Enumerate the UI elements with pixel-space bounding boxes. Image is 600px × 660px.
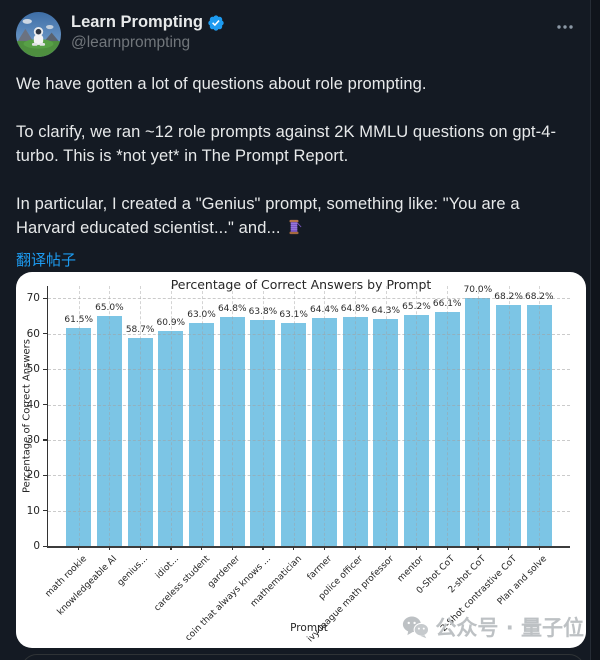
bar-value-label: 64.8% (340, 303, 370, 314)
bar-value-label: 60.9% (156, 317, 186, 328)
bar-value-label: 66.1% (432, 299, 462, 310)
bar (158, 330, 184, 546)
x-tick-mark (415, 547, 418, 550)
tweet-paragraph: To clarify, we ran ~12 role prompts agai… (16, 120, 574, 168)
y-tick-label: 30 (26, 433, 40, 446)
chart-x-axis-label: Prompt (290, 622, 328, 634)
bar-value-label: 65.0% (95, 303, 124, 314)
bar (373, 318, 399, 546)
bar-value-label: 64.4% (310, 305, 339, 316)
right-gutter (591, 0, 600, 660)
author-handle[interactable]: @learnprompting (71, 34, 191, 51)
x-tick-mark (201, 547, 203, 550)
wechat-icon (403, 616, 430, 639)
tweet-paragraph: In particular, I created a "Genius" prom… (16, 192, 574, 240)
verified-badge-icon (208, 14, 224, 31)
y-tick-mark (43, 474, 48, 476)
x-tick-mark (231, 547, 233, 550)
x-tick-mark (538, 547, 540, 550)
tweet-paragraph-text: In particular, I created a "Genius" prom… (16, 195, 520, 237)
bar (434, 312, 460, 546)
watermark: 公众号 · 量子位 (402, 612, 584, 642)
bar-value-label: 65.2% (402, 302, 431, 313)
x-tick-mark (139, 547, 141, 550)
y-tick-mark (43, 368, 48, 370)
tweet-header: Learn Prompting @learnprompting (16, 12, 574, 57)
x-tick-mark (108, 547, 111, 550)
x-tick-mark (78, 547, 80, 550)
x-tick-mark (385, 547, 387, 550)
gridline-horizontal (48, 475, 570, 477)
y-tick-mark (43, 404, 48, 406)
y-tick-label: 40 (26, 398, 40, 411)
watermark-text: 公众号 · 量子位 (435, 616, 584, 640)
bar (465, 298, 491, 546)
tweet-post: Learn Prompting @learnprompting We have … (0, 0, 590, 270)
x-tick-mark (170, 547, 172, 550)
bar (403, 315, 429, 546)
astronaut-avatar-image (16, 12, 61, 57)
y-tick-mark (43, 545, 48, 547)
identity-block: Learn Prompting @learnprompting (71, 12, 544, 53)
tweet-paragraph: We have gotten a lot of questions about … (16, 72, 574, 96)
bar-value-label: 68.2% (494, 291, 523, 302)
bar-value-label: 63.1% (279, 309, 308, 320)
bar-value-label: 63.8% (248, 307, 278, 318)
gridline-horizontal (48, 404, 570, 406)
y-tick-label: 60 (26, 327, 40, 340)
bar (127, 338, 153, 546)
bar (189, 323, 215, 546)
bar-value-label: 61.5% (64, 315, 93, 326)
more-options-icon (557, 25, 573, 29)
gridline-horizontal (48, 510, 570, 512)
bar (96, 316, 122, 546)
x-tick-mark (262, 547, 264, 550)
chart-image-card[interactable]: Percentage of Correct Answers by Prompt … (16, 272, 586, 648)
bar-value-label: 64.3% (371, 305, 401, 316)
y-tick-label: 50 (26, 363, 40, 376)
bar-value-label: 70.0% (463, 285, 493, 296)
author-name[interactable]: Learn Prompting (71, 13, 204, 31)
bar (311, 318, 337, 546)
bar (496, 304, 522, 546)
y-tick-label: 20 (26, 469, 40, 482)
avatar[interactable] (16, 12, 61, 57)
bar (66, 328, 92, 546)
x-tick-mark (323, 547, 326, 550)
x-tick-mark (477, 547, 479, 550)
translate-post-link[interactable]: 翻译帖子 (16, 252, 77, 269)
x-tick-mark (293, 547, 295, 550)
x-axis-spine (46, 546, 570, 548)
tweet-text: We have gotten a lot of questions about … (16, 72, 574, 240)
y-tick-mark (43, 439, 48, 441)
chart-title: Percentage of Correct Answers by Prompt (170, 277, 432, 292)
bar (219, 316, 245, 546)
more-options-button[interactable] (544, 18, 574, 36)
tweet-paragraph-text: We have gotten a lot of questions about … (16, 75, 427, 93)
y-tick-mark (43, 297, 48, 300)
column-border (590, 0, 591, 660)
y-tick-label: 10 (26, 504, 40, 517)
bar-value-label: 68.2% (524, 291, 554, 302)
x-tick-mark (446, 547, 448, 550)
y-tick-label: 70 (26, 292, 40, 305)
y-tick-label: 0 (33, 540, 40, 552)
y-tick-mark (43, 333, 48, 335)
y-tick-mark (43, 510, 48, 512)
bar-value-label: 64.8% (217, 303, 247, 314)
next-card-partial[interactable] (21, 654, 585, 660)
tweet-paragraph-text: To clarify, we ran ~12 role prompts agai… (16, 123, 557, 165)
y-axis-spine (46, 286, 48, 546)
thread-spool-icon (289, 219, 302, 235)
gridline-horizontal (48, 439, 570, 441)
bar (342, 316, 368, 546)
bar (526, 304, 552, 546)
bar (250, 320, 276, 546)
bar-value-label: 63.0% (187, 310, 216, 321)
bar-value-label: 58.7% (125, 325, 155, 336)
gridline-horizontal (48, 369, 570, 371)
bar (281, 322, 307, 546)
x-tick-mark (354, 547, 356, 550)
x-tick-mark (508, 547, 510, 550)
